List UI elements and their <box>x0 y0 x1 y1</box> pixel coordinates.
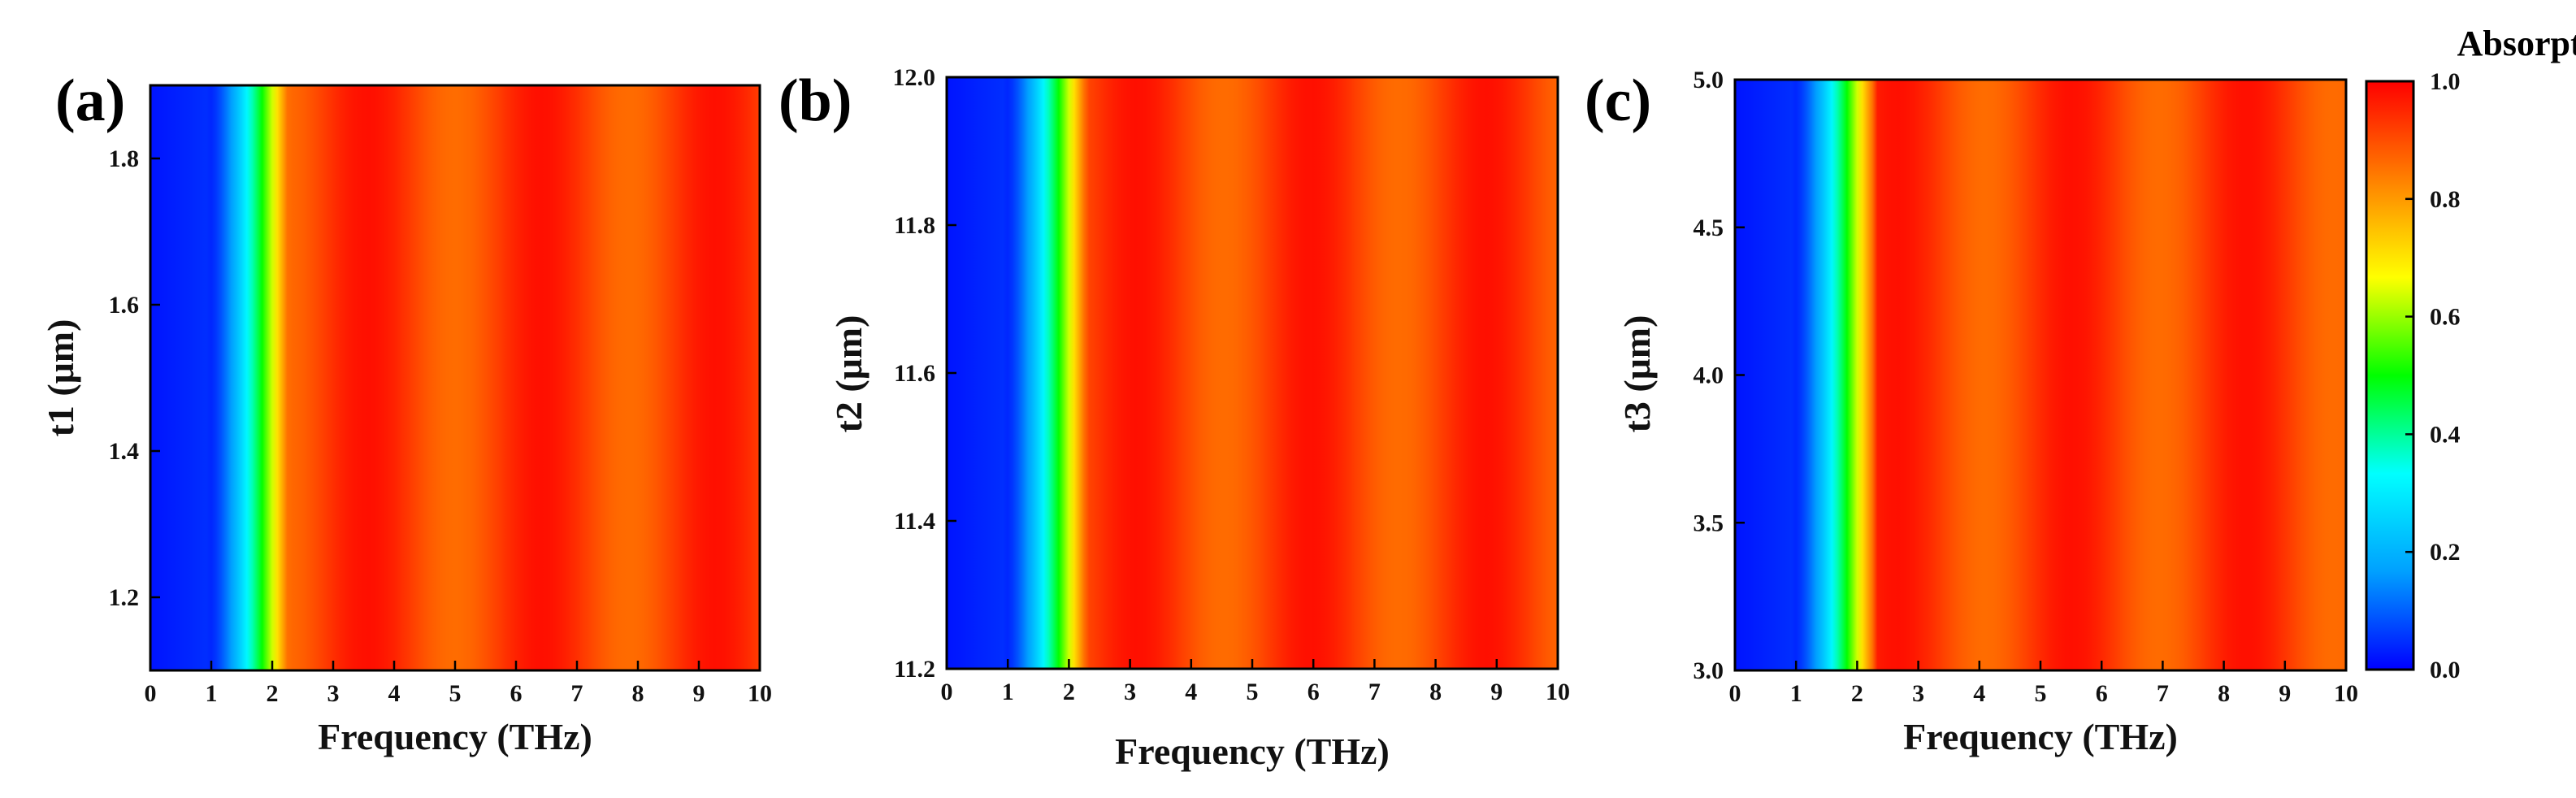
panel-a-yticks: 1.2 1.4 1.6 1.8 <box>109 145 160 611</box>
colorbar-tick-label: 0.2 <box>2430 539 2461 566</box>
panel-c-heatmap <box>1735 80 2346 670</box>
panel-c-xlabel: Frequency (THz) <box>1903 716 2178 757</box>
y-tick-label: 1.6 <box>109 292 140 319</box>
x-tick-label: 1 <box>1002 679 1014 705</box>
panel-b-heatmap <box>947 77 1558 669</box>
y-tick-label: 11.8 <box>894 212 935 239</box>
x-tick-label: 9 <box>1490 679 1503 705</box>
y-tick-label: 1.8 <box>109 145 140 172</box>
colorbar-tick-label: 0.6 <box>2430 304 2461 331</box>
y-tick-label: 3.5 <box>1693 510 1724 536</box>
colorbar-tick-label: 0.0 <box>2430 657 2461 683</box>
x-tick-label: 3 <box>1124 679 1136 705</box>
panel-a-heatmap <box>150 85 760 670</box>
y-tick-label: 11.4 <box>894 508 935 535</box>
x-tick-label: 10 <box>1546 679 1570 705</box>
y-tick-label: 4.5 <box>1693 215 1724 241</box>
x-tick-label: 8 <box>2218 680 2230 707</box>
colorbar-title: Absorption <box>2457 24 2576 63</box>
x-tick-label: 6 <box>1308 679 1320 705</box>
y-tick-label: 12.0 <box>893 64 936 91</box>
x-tick-label: 5 <box>1247 679 1259 705</box>
x-tick-label: 0 <box>145 680 157 707</box>
colorbar-tick-label: 1.0 <box>2430 68 2461 95</box>
x-tick-label: 4 <box>1185 679 1197 705</box>
y-tick-label: 1.4 <box>109 438 140 465</box>
x-tick-label: 7 <box>1368 679 1381 705</box>
x-tick-label: 1 <box>1790 680 1802 707</box>
x-tick-label: 1 <box>206 680 218 707</box>
panel-a-label: (a) <box>55 67 125 134</box>
colorbar-ticks: 0.0 0.2 0.4 0.6 0.8 1.0 <box>2405 68 2461 683</box>
x-tick-label: 4 <box>388 680 401 707</box>
x-tick-label: 10 <box>748 680 772 707</box>
x-tick-label: 5 <box>449 680 462 707</box>
x-tick-label: 0 <box>941 679 953 705</box>
panel-c: (c) 0 1 2 3 4 5 6 7 8 9 10 3.0 3.5 4.0 4.5 5.0 Frequen… <box>1585 67 2358 757</box>
y-tick-label: 11.2 <box>894 656 935 683</box>
panel-b: (b) 0 1 2 3 4 5 6 7 8 9 10 11.2 11.4 11.6 11.8 12.0 Fr… <box>778 64 1570 772</box>
panel-b-yticks: 11.2 11.4 11.6 11.8 12.0 <box>893 64 956 683</box>
x-tick-label: 9 <box>2279 680 2291 707</box>
x-tick-label: 10 <box>2334 680 2358 707</box>
x-tick-label: 7 <box>2157 680 2169 707</box>
x-tick-label: 4 <box>1973 680 1985 707</box>
x-tick-label: 0 <box>1729 680 1741 707</box>
x-tick-label: 2 <box>267 680 279 707</box>
x-tick-label: 8 <box>1429 679 1442 705</box>
y-tick-label: 5.0 <box>1693 67 1724 93</box>
panel-b-ylabel: t2 (μm) <box>828 315 870 433</box>
panel-a: (a) 0 1 2 3 4 5 6 7 8 9 10 1.2 1.4 1.6 1.8 Frequency … <box>40 67 772 757</box>
x-tick-label: 6 <box>510 680 523 707</box>
colorbar-frame <box>2365 80 2415 671</box>
y-tick-label: 4.0 <box>1693 362 1724 389</box>
panel-b-xlabel: Frequency (THz) <box>1115 731 1390 772</box>
panel-c-label: (c) <box>1585 67 1651 134</box>
panel-c-ylabel: t3 (μm) <box>1616 315 1658 433</box>
colorbar: Absorption 0.0 0.2 0.4 0.6 0.8 1.0 <box>2365 24 2576 683</box>
panel-c-yticks: 3.0 3.5 4.0 4.5 5.0 <box>1693 67 1745 684</box>
x-tick-label: 5 <box>2035 680 2047 707</box>
panel-c-xticks: 0 1 2 3 4 5 6 7 8 9 10 <box>1729 661 2358 707</box>
panel-b-xticks: 0 1 2 3 4 5 6 7 8 9 10 <box>941 659 1570 705</box>
x-tick-label: 2 <box>1063 679 1075 705</box>
x-tick-label: 2 <box>1851 680 1863 707</box>
x-tick-label: 8 <box>632 680 644 707</box>
colorbar-tick-label: 0.8 <box>2430 186 2461 213</box>
x-tick-label: 7 <box>571 680 583 707</box>
y-tick-label: 3.0 <box>1693 657 1724 684</box>
panel-b-label: (b) <box>778 67 852 134</box>
y-tick-label: 1.2 <box>109 584 140 611</box>
colorbar-tick-label: 0.4 <box>2430 421 2461 448</box>
y-tick-label: 11.6 <box>894 360 935 387</box>
panel-a-xlabel: Frequency (THz) <box>318 716 592 757</box>
x-tick-label: 3 <box>1912 680 1924 707</box>
panel-a-xticks: 0 1 2 3 4 5 6 7 8 9 10 <box>145 661 772 707</box>
colorbar-gradient-bar <box>2366 81 2413 670</box>
x-tick-label: 3 <box>327 680 340 707</box>
x-tick-label: 9 <box>693 680 705 707</box>
x-tick-label: 6 <box>2096 680 2108 707</box>
panel-a-ylabel: t1 (μm) <box>40 319 81 437</box>
